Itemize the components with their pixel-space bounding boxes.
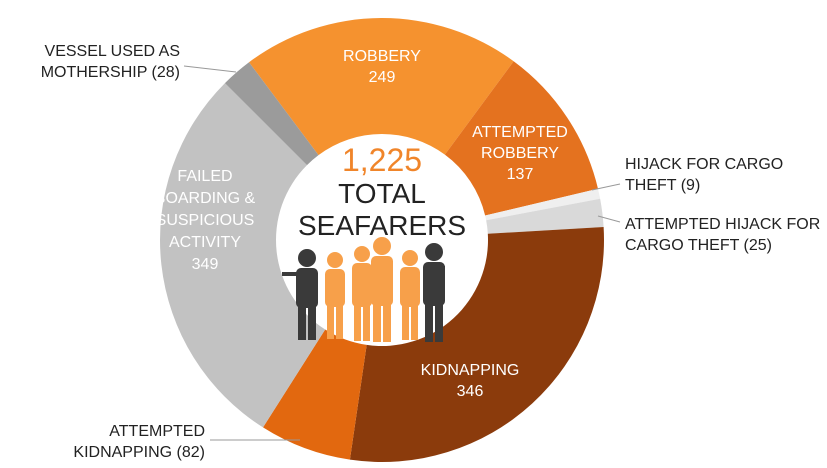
center-line: SEAFARERS (282, 210, 482, 242)
chart: 1,225 TOTAL SEAFARERS ROBBERY 249 ATTEMPTE… (0, 0, 827, 468)
category: ROBBERY (343, 48, 421, 65)
category: HIJACK FOR CARGO THEFT (625, 156, 783, 194)
value-label: (28) (152, 64, 180, 81)
slice-label: ROBBERY 249 (322, 46, 442, 88)
category: KIDNAPPING (421, 362, 520, 379)
slice-label: ATTEMPTED KIDNAPPING (82) (30, 421, 205, 463)
leader-line (184, 66, 236, 72)
value-label: (9) (681, 177, 701, 194)
center-line: TOTAL (282, 178, 482, 210)
value-label: 249 (322, 67, 442, 88)
total: 1,225 (282, 142, 482, 179)
slice-label: VESSEL USED AS MOTHERSHIP (28) (10, 41, 180, 83)
slice-label: KIDNAPPING 346 (400, 360, 540, 402)
category: ATTEMPTED ROBBERY (472, 124, 568, 162)
category: ATTEMPTED HIJACK FOR CARGO THEFT (625, 216, 820, 254)
slice-label: HIJACK FOR CARGO THEFT (9) (625, 154, 785, 196)
category: FAILED BOARDING & SUSPICIOUS ACTIVITY (155, 168, 255, 251)
value-label: (25) (744, 237, 772, 254)
slice-label: FAILED BOARDING & SUSPICIOUS ACTIVITY 349 (150, 166, 260, 276)
slice-label: ATTEMPTED HIJACK FOR CARGO THEFT (25) (625, 214, 825, 256)
value-label: (82) (177, 444, 205, 461)
value-label: 346 (400, 381, 540, 402)
value-label: 137 (460, 164, 580, 185)
value-label: 349 (150, 254, 260, 276)
